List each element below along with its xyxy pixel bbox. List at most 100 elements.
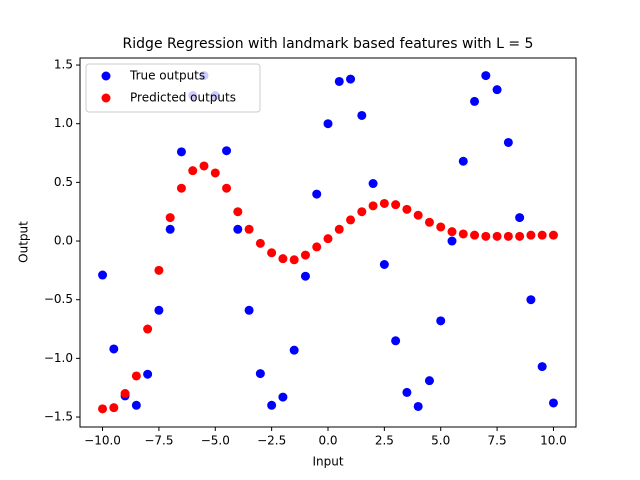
point [436, 222, 446, 232]
point [233, 207, 243, 217]
point [458, 229, 468, 239]
point [470, 230, 480, 240]
point [154, 265, 164, 275]
point [481, 71, 491, 81]
x-tick-label: 10.0 [540, 434, 567, 448]
point [447, 227, 457, 237]
point [503, 231, 513, 241]
point [199, 161, 209, 171]
point [300, 250, 310, 260]
point [391, 336, 401, 346]
point [289, 255, 299, 265]
point [368, 201, 378, 211]
chart-title: Ridge Regression with landmark based fea… [123, 36, 534, 52]
point [323, 234, 333, 244]
y-tick-label: −1.5 [44, 410, 73, 424]
point [244, 224, 254, 234]
x-tick-label: 0.0 [318, 434, 337, 448]
y-tick-label: 1.0 [54, 116, 73, 130]
point [357, 110, 367, 120]
point [143, 324, 153, 334]
point [165, 224, 175, 234]
point [143, 369, 153, 379]
x-tick-label: −10.0 [84, 434, 121, 448]
y-tick-label: 0.0 [54, 234, 73, 248]
point [492, 231, 502, 241]
point [537, 230, 547, 240]
point [379, 259, 389, 269]
point [289, 345, 299, 355]
point [413, 401, 423, 411]
legend-marker [101, 93, 111, 103]
point [548, 398, 558, 408]
point [188, 166, 198, 176]
point [503, 137, 513, 147]
point [109, 403, 119, 413]
x-tick-label: −7.5 [144, 434, 173, 448]
point [312, 242, 322, 252]
point [222, 146, 232, 156]
point [458, 156, 468, 166]
point [278, 392, 288, 402]
point [244, 305, 254, 315]
point [233, 224, 243, 234]
x-tick-label: −2.5 [257, 434, 286, 448]
point [402, 204, 412, 214]
point [120, 389, 130, 399]
point [470, 96, 480, 106]
point [278, 254, 288, 264]
point [334, 224, 344, 234]
point [436, 316, 446, 326]
point [267, 400, 277, 410]
point [98, 404, 108, 414]
x-tick-label: 7.5 [488, 434, 507, 448]
point [515, 213, 525, 223]
point [210, 168, 220, 178]
point [131, 371, 141, 381]
x-tick-label: 5.0 [431, 434, 450, 448]
point [346, 215, 356, 225]
point [222, 183, 232, 193]
plot-frame [79, 57, 577, 428]
point [98, 270, 108, 280]
y-tick-label: 1.5 [54, 58, 73, 72]
y-axis-label: Output [17, 221, 31, 263]
y-tick-label: 0.5 [54, 175, 73, 189]
point [312, 189, 322, 199]
point [548, 230, 558, 240]
point [323, 119, 333, 129]
x-tick-label: 2.5 [375, 434, 394, 448]
point [526, 230, 536, 240]
point [526, 295, 536, 305]
point [176, 183, 186, 193]
point [255, 238, 265, 248]
point [357, 207, 367, 217]
point [391, 200, 401, 210]
point [300, 271, 310, 281]
point [413, 210, 423, 220]
point [447, 236, 457, 246]
point [346, 74, 356, 84]
point [154, 305, 164, 315]
y-tick-label: −1.0 [44, 351, 73, 365]
legend-label: Predicted outputs [130, 91, 236, 105]
point [176, 147, 186, 157]
point [368, 179, 378, 189]
point [515, 231, 525, 241]
point [402, 387, 412, 397]
point [424, 217, 434, 227]
point [255, 369, 265, 379]
point [537, 362, 547, 372]
point [492, 85, 502, 95]
point [131, 400, 141, 410]
point [424, 376, 434, 386]
legend-marker [101, 71, 111, 81]
point [165, 213, 175, 223]
point [379, 198, 389, 208]
point [267, 248, 277, 258]
legend-label: True outputs [129, 69, 205, 83]
point [109, 344, 119, 354]
y-tick-label: −0.5 [44, 292, 73, 306]
x-axis-label: Input [312, 455, 343, 469]
